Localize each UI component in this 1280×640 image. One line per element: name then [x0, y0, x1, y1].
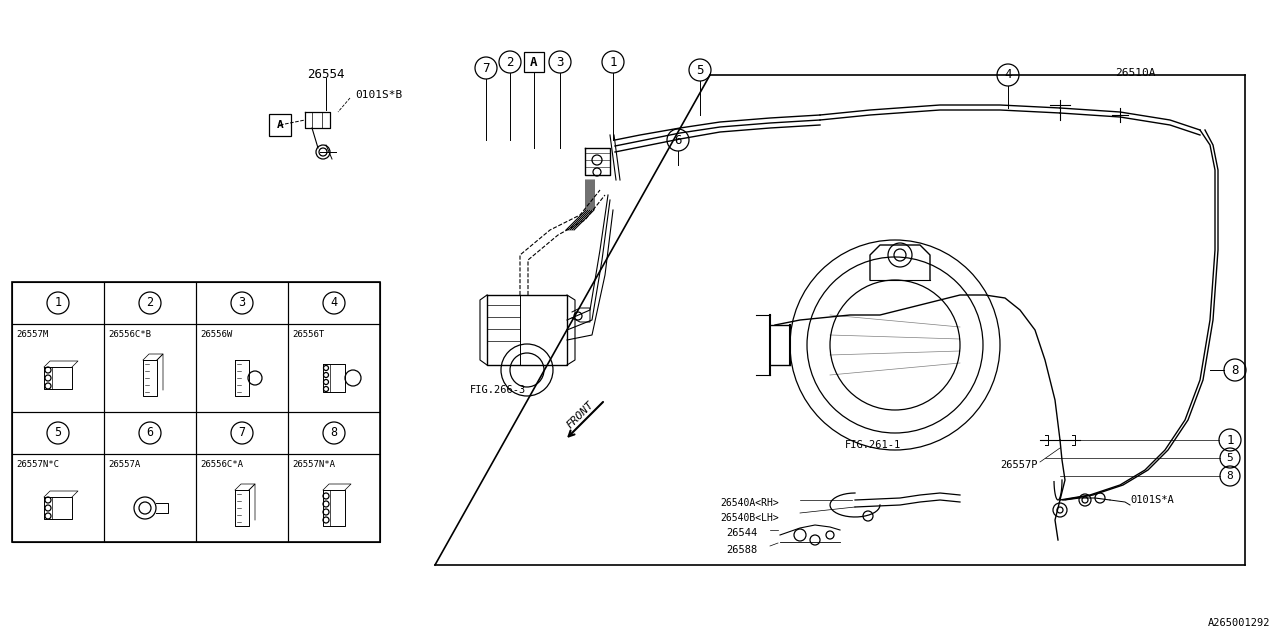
Text: 26540A<RH>: 26540A<RH>: [719, 498, 778, 508]
Text: 26588: 26588: [726, 545, 758, 555]
Bar: [196, 282, 288, 324]
Text: 1: 1: [55, 296, 61, 310]
Bar: [196, 412, 288, 454]
Text: 26557P: 26557P: [1000, 460, 1038, 470]
Text: 7: 7: [238, 426, 246, 440]
Bar: [12, 454, 104, 542]
Bar: [196, 324, 288, 412]
Bar: [524, 52, 544, 72]
Text: 26557A: 26557A: [108, 460, 141, 469]
Text: 2: 2: [507, 56, 513, 68]
Bar: [196, 454, 288, 542]
Text: 1: 1: [609, 56, 617, 68]
Text: 26557N*C: 26557N*C: [15, 460, 59, 469]
Text: 26556T: 26556T: [292, 330, 324, 339]
Bar: [12, 282, 380, 542]
Text: A: A: [276, 120, 283, 130]
Text: FRONT: FRONT: [564, 399, 595, 431]
Text: 6: 6: [675, 134, 682, 147]
Bar: [104, 282, 196, 324]
Text: 26557N*A: 26557N*A: [292, 460, 335, 469]
Text: 26554: 26554: [307, 68, 344, 81]
Bar: [104, 412, 196, 454]
Text: A: A: [530, 56, 538, 68]
Text: 8: 8: [1226, 471, 1234, 481]
Bar: [288, 282, 380, 324]
Bar: [104, 324, 196, 412]
Bar: [288, 324, 380, 412]
Text: 26540B<LH>: 26540B<LH>: [719, 513, 778, 523]
Text: 26556W: 26556W: [200, 330, 232, 339]
Bar: [288, 454, 380, 542]
Text: 26556C*A: 26556C*A: [200, 460, 243, 469]
Bar: [12, 282, 104, 324]
Text: 26544: 26544: [726, 528, 758, 538]
Bar: [288, 412, 380, 454]
Text: 4: 4: [330, 296, 338, 310]
Text: 5: 5: [55, 426, 61, 440]
Text: 2: 2: [146, 296, 154, 310]
Text: 8: 8: [330, 426, 338, 440]
Text: 3: 3: [238, 296, 246, 310]
Text: 26510A: 26510A: [1115, 68, 1156, 78]
Text: 0101S*A: 0101S*A: [1130, 495, 1174, 505]
Text: 5: 5: [1226, 453, 1234, 463]
Text: FIG.266-3: FIG.266-3: [470, 385, 526, 395]
Text: 26556C*B: 26556C*B: [108, 330, 151, 339]
Text: 26557M: 26557M: [15, 330, 49, 339]
Text: A265001292: A265001292: [1207, 618, 1270, 628]
Text: FIG.261-1: FIG.261-1: [845, 440, 901, 450]
Text: 8: 8: [1231, 364, 1239, 376]
Text: 5: 5: [696, 63, 704, 77]
Bar: [12, 412, 104, 454]
Text: 6: 6: [146, 426, 154, 440]
Text: 3: 3: [557, 56, 563, 68]
Bar: [12, 324, 104, 412]
Bar: [269, 114, 291, 136]
Text: 7: 7: [483, 61, 490, 74]
Bar: [104, 454, 196, 542]
Text: 0101S*B: 0101S*B: [355, 90, 402, 100]
Text: 1: 1: [1226, 433, 1234, 447]
Text: 4: 4: [1005, 68, 1011, 81]
